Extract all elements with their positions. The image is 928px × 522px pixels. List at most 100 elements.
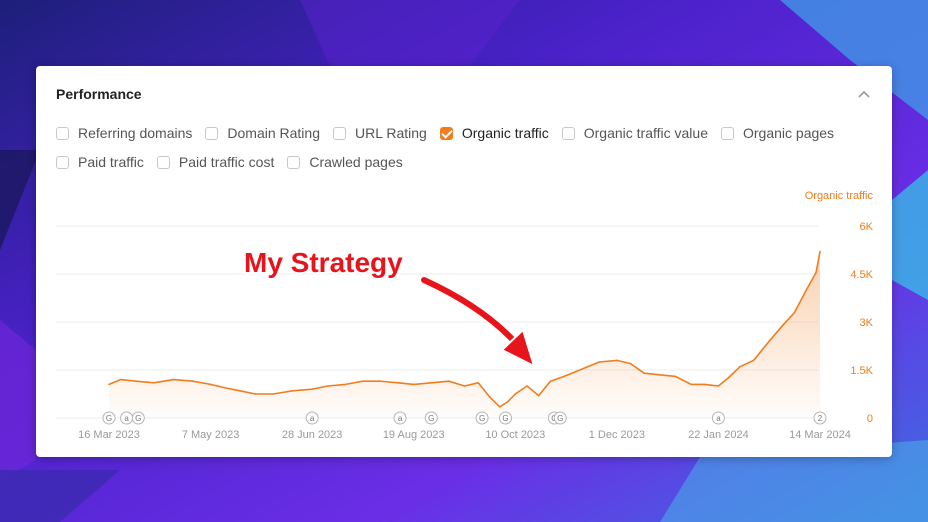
event-marker-label: a (716, 414, 721, 423)
data-point (575, 370, 577, 373)
x-tick-label: 14 Mar 2024 (789, 429, 851, 441)
data-point (537, 394, 540, 397)
filter-label: URL Rating (355, 125, 427, 141)
data-point (108, 383, 110, 386)
data-point (463, 385, 466, 387)
data-point (727, 377, 729, 379)
filter-paid-traffic-cost[interactable]: Paid traffic cost (156, 153, 275, 171)
data-point (153, 382, 155, 384)
checkbox[interactable] (205, 126, 219, 140)
event-marker-label: G (106, 414, 112, 423)
y-tick-label: 0 (867, 413, 873, 425)
data-point (344, 383, 347, 386)
checkbox[interactable] (721, 126, 734, 140)
event-marker (131, 411, 145, 425)
checkbox[interactable] (439, 126, 453, 140)
event-marker (102, 411, 116, 425)
filter-label: Organic traffic (461, 125, 549, 141)
event-marker-label: 2 (818, 414, 823, 423)
filter-url-rating[interactable]: URL Rating (333, 124, 427, 142)
y-tick-label: 1.5K (850, 365, 873, 377)
event-marker (424, 411, 438, 425)
data-point (291, 390, 294, 392)
event-marker (499, 411, 513, 425)
data-point (362, 380, 364, 383)
x-tick-label: 22 Jan 2024 (688, 429, 749, 441)
data-point (752, 359, 755, 362)
data-point (311, 388, 313, 391)
data-point (397, 382, 399, 384)
card-title: Performance (56, 86, 142, 102)
filter-paid-traffic[interactable]: Paid traffic (56, 153, 144, 171)
data-point (616, 359, 618, 362)
filter-referring-domains[interactable]: Referring domains (56, 124, 192, 142)
filter-organic-traffic-value[interactable]: Organic traffic value (561, 124, 708, 142)
data-point (717, 385, 720, 387)
x-tick-label: 28 Jun 2023 (282, 429, 343, 441)
data-point (192, 380, 194, 383)
collapse-button[interactable] (854, 84, 874, 104)
checkbox[interactable] (156, 155, 170, 169)
data-point (598, 361, 601, 363)
data-point (477, 382, 479, 384)
data-point (223, 386, 226, 389)
filter-organic-pages[interactable]: Organic pages (721, 124, 834, 142)
data-point (209, 383, 212, 386)
annotation-arrow-head (501, 329, 535, 367)
filter-domain-rating[interactable]: Domain Rating (205, 124, 320, 142)
filter-crawled-pages[interactable]: Crawled pages (287, 153, 403, 171)
y-axis-title: Organic traffic (805, 190, 874, 202)
event-marker-label: G (428, 414, 434, 423)
data-point (782, 324, 784, 327)
event-marker-label: a (310, 414, 315, 423)
event-marker-label: G (479, 414, 485, 423)
filter-label: Referring domains (78, 125, 193, 141)
data-point (526, 385, 528, 387)
data-point (703, 383, 706, 386)
data-point (172, 378, 175, 381)
data-point (819, 250, 821, 253)
checkbox[interactable] (287, 155, 301, 169)
event-marker (475, 411, 489, 425)
event-marker (711, 411, 725, 425)
performance-card: Performance Referring domains Domain Rati… (36, 66, 892, 457)
data-point (448, 380, 450, 383)
metric-filters: Referring domains Domain Rating URL Rating… (56, 124, 856, 171)
data-point (629, 362, 632, 365)
data-point (489, 396, 491, 399)
data-point (412, 383, 415, 386)
data-point (506, 401, 509, 403)
checkbox[interactable] (56, 126, 69, 140)
data-point (254, 393, 257, 395)
data-point (119, 378, 122, 381)
data-point (674, 375, 677, 378)
x-tick-label: 19 Aug 2023 (383, 429, 445, 441)
event-marker-label: G (135, 414, 141, 423)
checkbox[interactable] (561, 126, 575, 140)
filter-label: Paid traffic cost (178, 154, 275, 170)
filter-label: Organic traffic value (583, 125, 708, 141)
annotation-arrow-shaft (421, 277, 517, 344)
data-point (430, 382, 433, 384)
filter-label: Crawled pages (309, 154, 403, 170)
event-marker-label: G (502, 414, 508, 423)
checkbox[interactable] (333, 126, 346, 140)
data-point (549, 380, 552, 383)
event-marker (305, 411, 319, 425)
data-point (326, 385, 329, 387)
filter-organic-traffic[interactable]: Organic traffic (439, 124, 549, 142)
data-point (739, 366, 741, 368)
event-marker (393, 411, 407, 425)
checkbox[interactable] (56, 155, 69, 169)
data-point (793, 311, 796, 314)
data-point (514, 393, 517, 395)
event-marker (553, 411, 567, 425)
chevron-up-icon (858, 90, 870, 98)
data-point (586, 366, 589, 368)
annotation-text: My Strategy (244, 247, 403, 278)
data-point (135, 380, 138, 383)
event-marker (813, 411, 827, 425)
data-point (498, 406, 501, 408)
y-tick-label: 3K (860, 317, 874, 329)
